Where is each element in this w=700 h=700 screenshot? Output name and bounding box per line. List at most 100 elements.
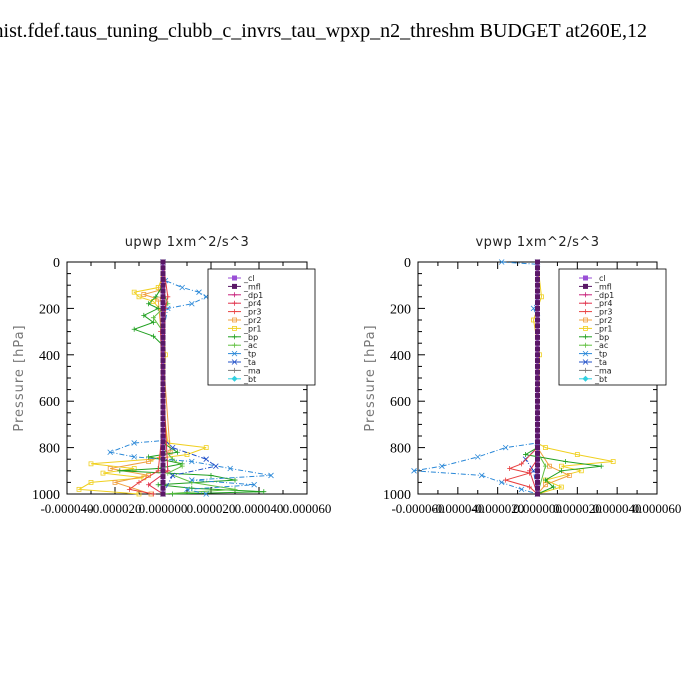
x-tick-label: 0.000060 [283, 501, 332, 516]
series-point_mfl [535, 462, 540, 468]
series-point_pr3 [155, 468, 161, 474]
series-point_mfl [535, 491, 540, 497]
series-point_mfl [535, 334, 540, 340]
legend-marker [232, 342, 237, 348]
series-point_bp [155, 482, 161, 488]
series-point_mfl [535, 450, 540, 456]
series-point_bp [523, 452, 529, 458]
legend-label: _bt [243, 375, 256, 384]
series-point_mfl [160, 410, 166, 416]
panel-title: vpwp 1xm^2/s^3 [475, 235, 599, 250]
series-point_mfl [160, 300, 166, 306]
series-point_tp [439, 463, 445, 469]
legend-marker [582, 359, 589, 365]
series-point_mfl [160, 317, 166, 323]
panel-title: upwp 1xm^2/s^3 [125, 235, 250, 250]
series-point_pr2 [167, 449, 173, 455]
series-point_mfl [160, 404, 166, 410]
series-point_mfl [160, 427, 166, 433]
series-point_pr1 [131, 289, 137, 295]
series-point_mfl [535, 416, 540, 422]
legend-marker [232, 317, 237, 323]
series-point_mfl [160, 259, 166, 265]
legend-label: _pr4 [594, 299, 612, 308]
legend-label: _pr2 [243, 316, 261, 325]
series-point_mfl [160, 450, 166, 456]
series-point_mfl [535, 288, 540, 294]
series-point_tp [179, 284, 185, 291]
series-point_bp [141, 312, 147, 318]
series-point_tp [203, 491, 209, 497]
legend-label: _pr1 [594, 324, 612, 333]
y-tick-label: 1000 [383, 488, 411, 503]
series-point_mfl [535, 294, 540, 300]
series-point_pr3 [165, 294, 171, 300]
series-point_mfl [535, 433, 540, 439]
series-point_pr1 [574, 452, 580, 457]
series-point_mfl [535, 271, 540, 277]
series-point_bp [174, 449, 180, 455]
series-point_mfl [535, 392, 540, 398]
upwp-panel: upwp 1xm^2/s^3 Pressure [hPa] 0 200 400 600 80… [12, 235, 331, 516]
x-tick-label: -0.000060 [391, 501, 444, 516]
series-point_bp [542, 477, 548, 483]
series-point_mfl [160, 311, 166, 317]
legend-label: _cl [594, 274, 606, 283]
series-point_mfl [535, 276, 540, 282]
y-tick-label: 800 [390, 442, 411, 457]
series-point_pr3 [519, 461, 525, 467]
series-point_mfl [160, 265, 166, 271]
y-tick-label: 600 [39, 395, 60, 410]
x-tick-label: 0.000000 [139, 501, 188, 516]
series-point_mfl [160, 294, 166, 300]
series-point_mfl [160, 474, 166, 480]
series-point_mfl [160, 381, 166, 387]
series-point_mfl [535, 352, 540, 358]
legend-label: _ta [594, 358, 607, 367]
x-tick-label: -0.000020 [471, 501, 524, 516]
legend-label: _bt [594, 375, 607, 384]
legend-marker [583, 275, 588, 281]
series-point_ac [150, 315, 156, 321]
y-tick-label: 0 [404, 256, 411, 271]
series-point_bp [261, 489, 267, 495]
series-line_pr1 [77, 262, 207, 495]
series-point_mfl [535, 323, 540, 329]
series-point_pr1 [559, 463, 564, 469]
y-tick-label: 1000 [32, 488, 60, 503]
series-point_mfl [160, 421, 166, 427]
legend-marker [583, 342, 588, 348]
y-tick-label: 600 [390, 395, 411, 410]
legend-marker [232, 275, 237, 281]
series-point_ac [170, 456, 176, 462]
series-point_mfl [535, 282, 540, 288]
series-point_pr3 [136, 479, 142, 485]
series-point_bp [117, 468, 123, 474]
series-point_bp [558, 468, 564, 474]
legend-label: _mfl [243, 282, 261, 291]
vpwp-panel: vpwp 1xm^2/s^3 Pressure [hPa] 0 200 400 600 80… [363, 235, 681, 516]
series-line_pr2 [110, 261, 171, 495]
series-point_pr2 [112, 479, 118, 485]
series-point_mfl [160, 387, 166, 393]
x-tick-label: 0.000020 [553, 501, 602, 516]
series-point_mfl [160, 433, 166, 439]
legend-marker [232, 309, 237, 315]
series-point_mfl [535, 474, 540, 480]
series-point_pr1 [88, 461, 94, 467]
legend-label: _ac [243, 341, 257, 350]
legend-label: _mfl [594, 282, 612, 291]
series-point_bp [155, 305, 161, 311]
series-point_tp [478, 472, 485, 479]
series-point_bp [170, 491, 176, 497]
x-tick-label: -0.000040 [431, 501, 484, 516]
legend-marker [231, 350, 238, 357]
x-tick-label: -0.000020 [88, 501, 141, 516]
series-point_mfl [535, 305, 540, 311]
series-point_mfl [535, 340, 540, 346]
series-point_pr1 [136, 491, 142, 497]
series-point_mfl [160, 323, 166, 329]
series-point_mfl [160, 329, 166, 335]
series-point_bp [208, 472, 214, 478]
series-point_mfl [535, 479, 540, 485]
